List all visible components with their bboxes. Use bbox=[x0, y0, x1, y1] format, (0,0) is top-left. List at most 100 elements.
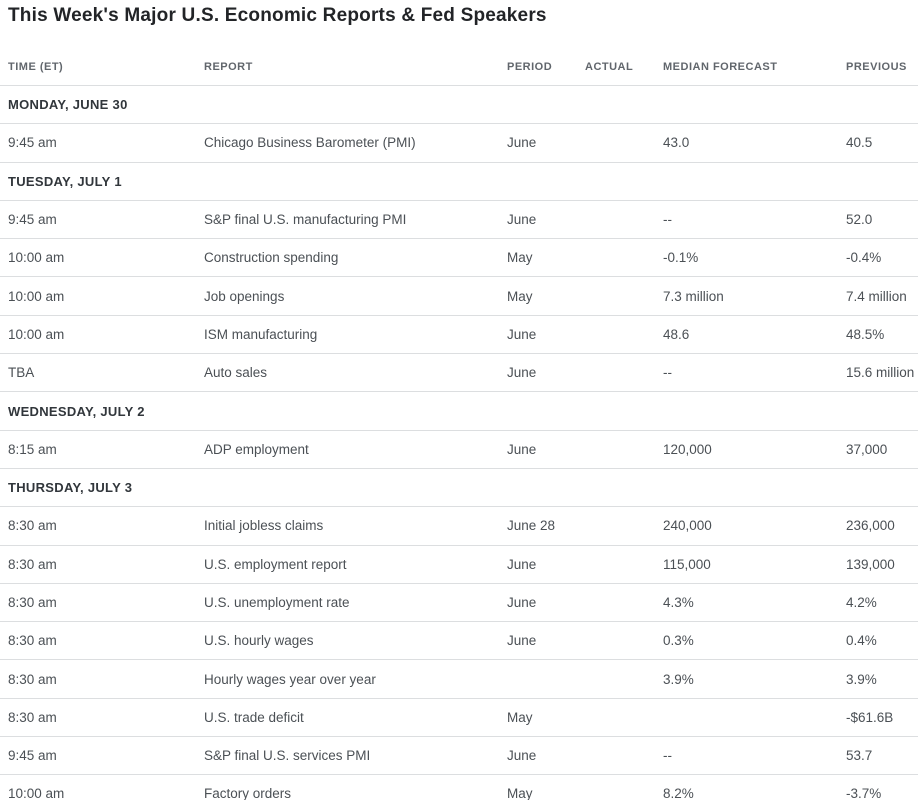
cell-time: 9:45 am bbox=[8, 135, 57, 151]
cell-report: U.S. hourly wages bbox=[204, 633, 314, 649]
cell-previous: -0.4% bbox=[846, 250, 882, 266]
cell-time: 10:00 am bbox=[8, 786, 65, 800]
cell-time: 8:15 am bbox=[8, 441, 57, 457]
cell-forecast: 4.3% bbox=[663, 595, 694, 610]
table-row: 10:00 am ISM manufacturing June 48.6 48.5% bbox=[0, 315, 918, 354]
cell-forecast: -- bbox=[663, 212, 672, 228]
cell-report: Initial jobless claims bbox=[204, 518, 324, 534]
table-row: 9:45 am S&P final U.S. manufacturing PMI J… bbox=[0, 200, 918, 239]
cell-forecast: 120,000 bbox=[663, 441, 712, 457]
cell-forecast: -0.1% bbox=[663, 250, 699, 266]
cell-previous: 15.6 million bbox=[846, 365, 915, 381]
cell-previous: 40.5 bbox=[846, 135, 873, 151]
table-row: TBA Auto sales June -- 15.6 million bbox=[0, 354, 918, 392]
cell-forecast: 8.2% bbox=[663, 786, 694, 800]
cell-actual bbox=[585, 277, 663, 315]
column-header-report: REPORT bbox=[204, 28, 507, 86]
cell-forecast bbox=[663, 698, 846, 736]
table-row: 8:30 am U.S. trade deficit May -$61.6B bbox=[0, 698, 918, 737]
table-row: 8:30 am U.S. hourly wages June 0.3% 0.4% bbox=[0, 622, 918, 660]
table-row: 10:00 am Job openings May 7.3 million 7.4 mi… bbox=[0, 277, 918, 316]
column-header-forecast: MEDIAN FORECAST bbox=[663, 28, 846, 86]
cell-actual bbox=[585, 698, 663, 736]
cell-period: June bbox=[507, 212, 537, 228]
cell-report: S&P final U.S. manufacturing PMI bbox=[204, 212, 407, 228]
cell-actual bbox=[585, 545, 663, 583]
cell-actual bbox=[585, 775, 663, 800]
cell-period: June bbox=[507, 365, 537, 381]
cell-previous: -3.7% bbox=[846, 786, 882, 800]
cell-forecast: 7.3 million bbox=[663, 288, 724, 304]
cell-forecast: 43.0 bbox=[663, 135, 690, 151]
cell-actual bbox=[585, 124, 663, 162]
cell-forecast: -- bbox=[663, 365, 672, 381]
day-header-label: TUESDAY, JULY 1 bbox=[8, 173, 122, 189]
cell-period: June bbox=[507, 326, 537, 342]
cell-previous: 37,000 bbox=[846, 441, 888, 457]
cell-report: ISM manufacturing bbox=[204, 326, 318, 342]
column-header-time: TIME (ET) bbox=[0, 28, 204, 86]
day-header-row: TUESDAY, JULY 1 bbox=[0, 162, 918, 201]
cell-actual bbox=[585, 622, 663, 660]
cell-period: May bbox=[507, 709, 533, 725]
cell-time: 8:30 am bbox=[8, 556, 57, 572]
cell-period: June bbox=[507, 748, 537, 764]
day-header-label: THURSDAY, JULY 3 bbox=[8, 480, 133, 496]
cell-time: 8:30 am bbox=[8, 595, 57, 610]
day-header-row: MONDAY, JUNE 30 bbox=[0, 86, 918, 124]
day-header-row: WEDNESDAY, JULY 2 bbox=[0, 392, 918, 431]
cell-previous: 53.7 bbox=[846, 748, 873, 764]
cell-actual bbox=[585, 315, 663, 353]
cell-report: Chicago Business Barometer (PMI) bbox=[204, 135, 416, 151]
cell-actual bbox=[585, 583, 663, 621]
cell-period: May bbox=[507, 250, 533, 266]
cell-actual bbox=[585, 200, 663, 238]
table-row: 10:00 am Construction spending May -0.1% -0.… bbox=[0, 239, 918, 277]
cell-time: 10:00 am bbox=[8, 326, 65, 342]
column-header-actual: ACTUAL bbox=[585, 28, 663, 86]
cell-previous: -$61.6B bbox=[846, 709, 894, 725]
cell-previous: 48.5% bbox=[846, 326, 885, 342]
cell-period: June bbox=[507, 441, 537, 457]
table-row: 8:15 am ADP employment June 120,000 37,000 bbox=[0, 430, 918, 469]
cell-time: 8:30 am bbox=[8, 709, 57, 725]
cell-forecast: 115,000 bbox=[663, 556, 711, 572]
cell-time: 8:30 am bbox=[8, 671, 57, 687]
cell-period: June bbox=[507, 135, 537, 151]
cell-report: Hourly wages year over year bbox=[204, 671, 376, 687]
cell-previous: 236,000 bbox=[846, 518, 895, 534]
cell-time: 10:00 am bbox=[8, 288, 65, 304]
cell-actual bbox=[585, 660, 663, 698]
cell-report: S&P final U.S. services PMI bbox=[204, 748, 371, 764]
table-row: 10:00 am Factory orders May 8.2% -3.7% bbox=[0, 775, 918, 800]
cell-actual bbox=[585, 507, 663, 545]
cell-forecast: 0.3% bbox=[663, 633, 694, 649]
cell-forecast: 240,000 bbox=[663, 518, 712, 534]
cell-forecast: 3.9% bbox=[663, 671, 694, 687]
cell-time: TBA bbox=[8, 365, 35, 381]
cell-period bbox=[507, 660, 585, 698]
cell-report: U.S. employment report bbox=[204, 556, 347, 572]
cell-actual bbox=[585, 354, 663, 392]
table-header-row: TIME (ET) REPORT PERIOD ACTUAL MEDIAN FO… bbox=[0, 28, 918, 86]
table-row: 9:45 am S&P final U.S. services PMI June --… bbox=[0, 737, 918, 775]
cell-previous: 52.0 bbox=[846, 212, 873, 228]
cell-actual bbox=[585, 239, 663, 277]
cell-previous: 0.4% bbox=[846, 633, 877, 649]
cell-report: Job openings bbox=[204, 288, 285, 304]
cell-period: June bbox=[507, 556, 537, 572]
cell-previous: 3.9% bbox=[846, 671, 877, 687]
cell-forecast: -- bbox=[663, 748, 672, 764]
economic-reports-table: TIME (ET) REPORT PERIOD ACTUAL MEDIAN FO… bbox=[0, 28, 918, 800]
table-body: MONDAY, JUNE 30 9:45 am Chicago Business B… bbox=[0, 86, 918, 800]
cell-period: May bbox=[507, 288, 533, 304]
cell-forecast: 48.6 bbox=[663, 326, 690, 342]
cell-period: June 28 bbox=[507, 518, 556, 534]
cell-report: U.S. unemployment rate bbox=[204, 595, 350, 610]
table-row: 8:30 am Hourly wages year over year 3.9% 3.… bbox=[0, 660, 918, 699]
cell-time: 8:30 am bbox=[8, 633, 57, 649]
cell-report: Construction spending bbox=[204, 250, 339, 266]
cell-period: May bbox=[507, 786, 533, 800]
table-header: TIME (ET) REPORT PERIOD ACTUAL MEDIAN FO… bbox=[0, 28, 918, 86]
